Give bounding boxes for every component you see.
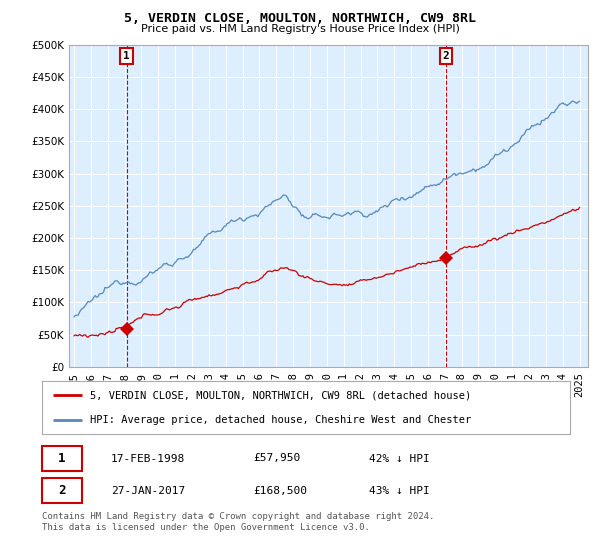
Text: 27-JAN-2017: 27-JAN-2017 [110, 486, 185, 496]
Text: 5, VERDIN CLOSE, MOULTON, NORTHWICH, CW9 8RL: 5, VERDIN CLOSE, MOULTON, NORTHWICH, CW9… [124, 12, 476, 25]
Text: 1: 1 [58, 452, 65, 465]
Text: 2: 2 [443, 52, 449, 61]
Text: Price paid vs. HM Land Registry's House Price Index (HPI): Price paid vs. HM Land Registry's House … [140, 24, 460, 34]
Text: 43% ↓ HPI: 43% ↓ HPI [370, 486, 430, 496]
Text: 5, VERDIN CLOSE, MOULTON, NORTHWICH, CW9 8RL (detached house): 5, VERDIN CLOSE, MOULTON, NORTHWICH, CW9… [89, 390, 471, 400]
Text: £168,500: £168,500 [253, 486, 307, 496]
Text: 17-FEB-1998: 17-FEB-1998 [110, 454, 185, 464]
Text: £57,950: £57,950 [253, 454, 301, 464]
Text: 2: 2 [58, 484, 65, 497]
FancyBboxPatch shape [42, 478, 82, 503]
Text: 42% ↓ HPI: 42% ↓ HPI [370, 454, 430, 464]
Text: Contains HM Land Registry data © Crown copyright and database right 2024.
This d: Contains HM Land Registry data © Crown c… [42, 512, 434, 532]
Text: 1: 1 [123, 52, 130, 61]
FancyBboxPatch shape [42, 446, 82, 471]
Text: HPI: Average price, detached house, Cheshire West and Chester: HPI: Average price, detached house, Ches… [89, 414, 471, 424]
